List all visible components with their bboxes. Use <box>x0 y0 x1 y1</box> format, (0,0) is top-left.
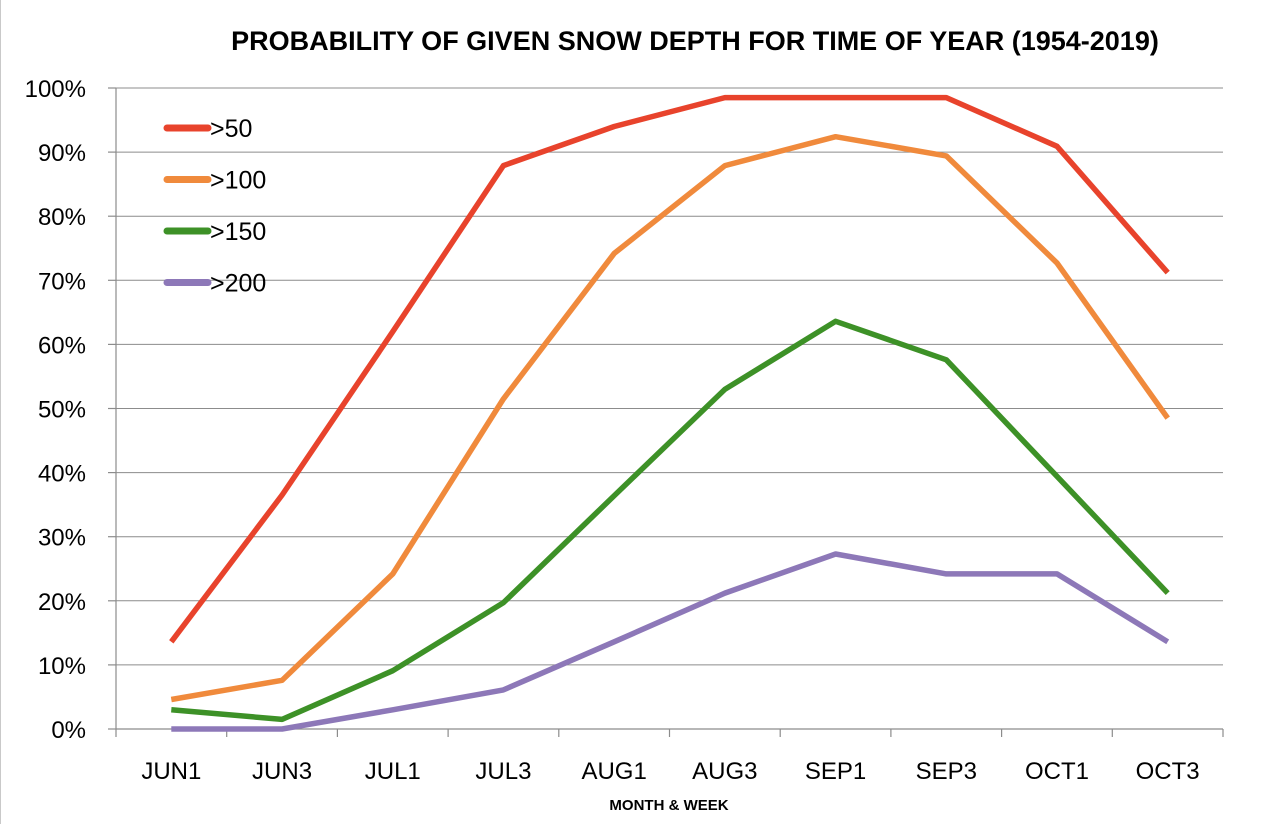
chart-title: PROBABILITY OF GIVEN SNOW DEPTH FOR TIME… <box>231 26 1159 56</box>
series-lines <box>169 94 1170 732</box>
series-line-3 <box>171 318 1170 723</box>
y-tick-label: 10% <box>38 653 86 680</box>
x-tick-label: JUL1 <box>365 758 421 785</box>
legend: >50 >100 >150 >200 <box>163 115 266 298</box>
x-tick-label: JUN3 <box>252 758 312 785</box>
y-tick-label: 100% <box>25 76 86 103</box>
x-axis-label: MONTH & WEEK <box>609 797 728 814</box>
legend-label: >200 <box>210 270 266 298</box>
series-line-4 <box>171 551 1170 732</box>
x-tick-label: OCT3 <box>1136 758 1200 785</box>
y-tick-label: 90% <box>38 140 86 167</box>
series-line-2 <box>170 133 1170 703</box>
legend-label: >50 <box>210 115 252 143</box>
y-tick-label: 50% <box>38 397 86 424</box>
y-tick-label: 70% <box>38 268 86 295</box>
gridlines <box>116 87 1223 666</box>
y-tick-label: 40% <box>38 461 86 488</box>
x-tick-label: AUG3 <box>692 758 757 785</box>
x-tick-label: JUL3 <box>475 758 531 785</box>
axes: 0% 10% 20% 30% 40% 50% 60% 70% 80% 90% 100% JUN1 JUN… <box>25 76 1224 785</box>
y-tick-label: 80% <box>38 204 86 231</box>
x-tick-label: SEP3 <box>916 758 977 785</box>
y-tick-label: 60% <box>38 332 86 359</box>
series-line-1 <box>169 94 1170 644</box>
x-tick-label: OCT1 <box>1025 758 1089 785</box>
y-tick-label: 30% <box>38 525 86 552</box>
y-tick-label: 0% <box>51 717 86 744</box>
x-tick-label: JUN1 <box>141 758 201 785</box>
legend-label: >100 <box>210 167 266 195</box>
x-tick-label: SEP1 <box>805 758 866 785</box>
x-tick-label: AUG1 <box>581 758 646 785</box>
y-tick-label: 20% <box>38 589 86 616</box>
legend-label: >150 <box>210 218 266 246</box>
